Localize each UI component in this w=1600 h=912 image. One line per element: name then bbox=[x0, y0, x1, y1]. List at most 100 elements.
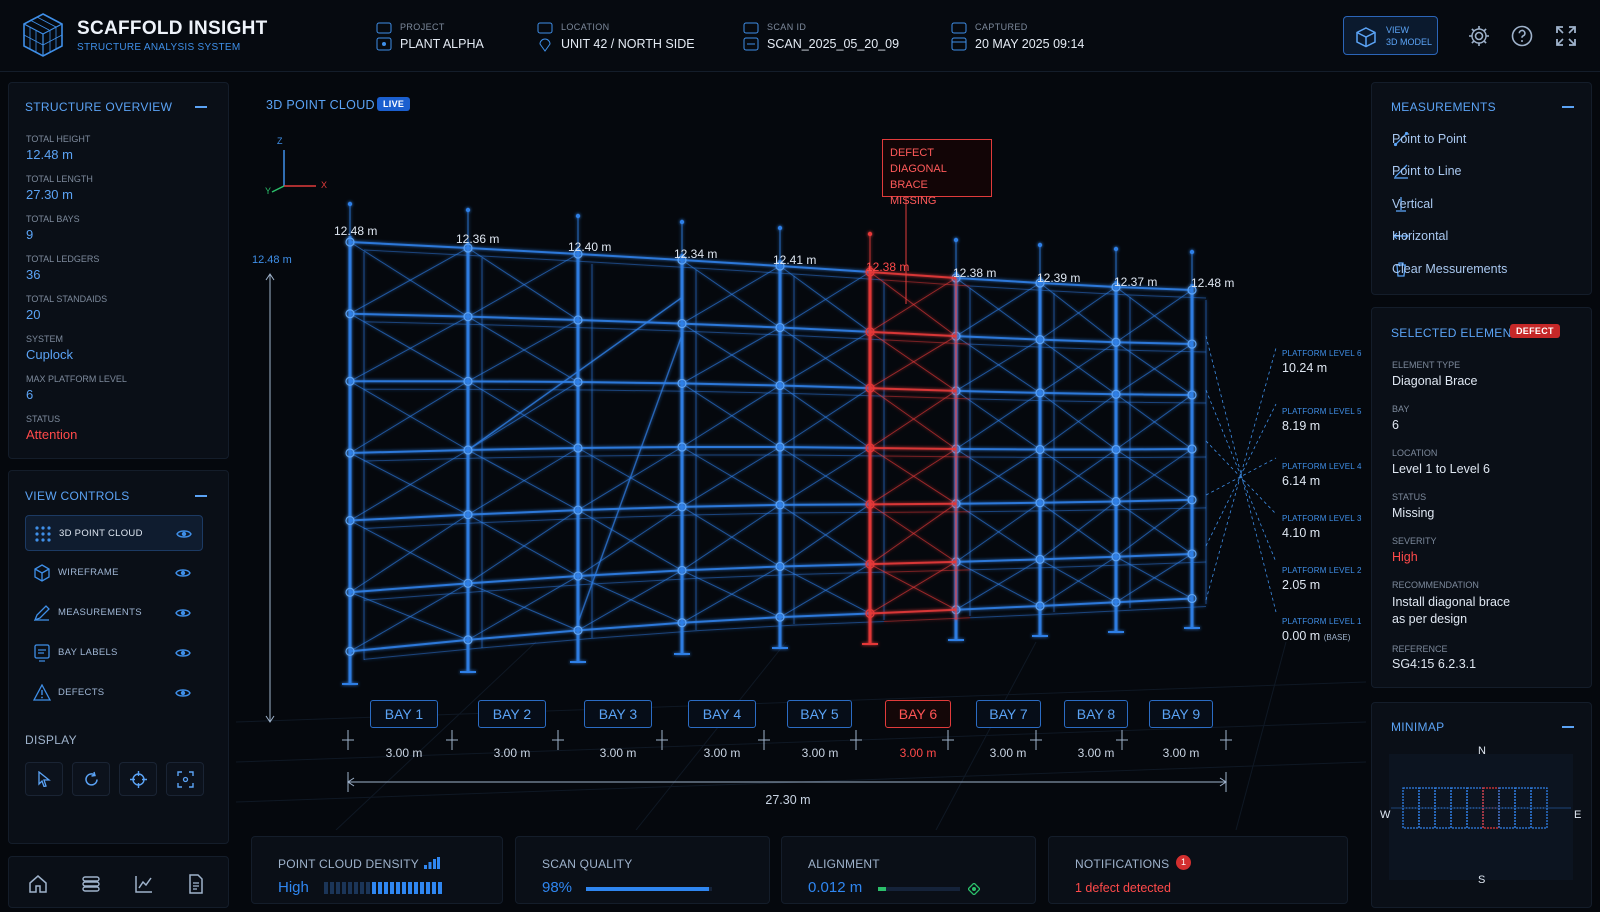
analytics-chart-icon[interactable] bbox=[133, 873, 155, 895]
density-segment bbox=[372, 882, 376, 894]
back-ledger bbox=[591, 389, 697, 392]
measure-point-to-point[interactable]: Point to Point bbox=[1392, 132, 1467, 146]
fit-view-button[interactable] bbox=[166, 762, 204, 796]
bay-5-label[interactable]: BAY 5 bbox=[787, 700, 852, 728]
viewport-title: 3D POINT CLOUD bbox=[266, 98, 375, 112]
toggle-point-cloud[interactable]: 3D POINT CLOUD bbox=[25, 515, 203, 551]
alignment-track bbox=[878, 887, 960, 891]
bay-8-label[interactable]: BAY 8 bbox=[1064, 700, 1128, 728]
total-height-label: TOTAL HEIGHT bbox=[26, 134, 91, 144]
diagonal-brace bbox=[869, 277, 957, 333]
back-ledger bbox=[695, 267, 795, 275]
ledger bbox=[681, 382, 781, 387]
bay-4-label[interactable]: BAY 4 bbox=[688, 700, 756, 728]
platform-level-5-label: PLATFORM LEVEL 5 bbox=[1282, 407, 1362, 416]
platform-level-4-value: 6.14 m bbox=[1282, 474, 1321, 488]
help-icon[interactable] bbox=[1510, 24, 1534, 48]
density-segment bbox=[390, 882, 394, 894]
fullscreen-icon[interactable] bbox=[1554, 24, 1578, 48]
bay-7-label[interactable]: BAY 7 bbox=[976, 700, 1041, 728]
back-ledger bbox=[695, 390, 795, 394]
select-tool-button[interactable] bbox=[25, 762, 63, 796]
target-tool-button[interactable] bbox=[119, 762, 157, 796]
bay-1-label[interactable]: BAY 1 bbox=[370, 700, 438, 728]
minimap-canvas[interactable] bbox=[1389, 754, 1573, 880]
report-document-icon[interactable] bbox=[185, 873, 207, 895]
diagonal-brace bbox=[349, 452, 469, 516]
density-segment bbox=[342, 882, 346, 894]
viewport-3d[interactable]: 3D POINT CLOUD LIVE Z X Y 12.48 m DEFECT… bbox=[236, 82, 1366, 830]
cup-node bbox=[677, 255, 687, 265]
diagonal-brace bbox=[467, 319, 579, 382]
notifications-card[interactable]: NOTIFICATIONS 1 1 defect detected bbox=[1048, 836, 1348, 904]
platform-level-6-label: PLATFORM LEVEL 6 bbox=[1282, 349, 1362, 358]
collapse-measurements-icon[interactable] bbox=[1562, 106, 1574, 108]
eye-icon[interactable] bbox=[175, 686, 191, 700]
settings-gear-icon[interactable] bbox=[1467, 24, 1491, 48]
toggle-bay-labels[interactable]: BAY LABELS bbox=[25, 635, 203, 671]
collapse-minimap-icon[interactable] bbox=[1562, 726, 1574, 728]
density-segment bbox=[348, 882, 352, 894]
arrow-down-icon bbox=[265, 715, 275, 723]
cup-node bbox=[463, 510, 473, 520]
measure-horizontal[interactable]: Horizontal bbox=[1392, 229, 1449, 243]
ruler-pencil-icon bbox=[33, 605, 50, 622]
cup-node bbox=[573, 443, 583, 453]
bay-6-label-defect[interactable]: BAY 6 bbox=[885, 700, 951, 728]
base-note: (BASE) bbox=[1323, 633, 1351, 642]
eye-icon[interactable] bbox=[176, 527, 192, 541]
scaffold-structure bbox=[342, 201, 1207, 685]
rotate-tool-button[interactable] bbox=[72, 762, 110, 796]
diagonal-brace bbox=[1115, 499, 1193, 558]
point-cloud-canvas[interactable] bbox=[236, 82, 1366, 830]
cup-node bbox=[1111, 597, 1121, 607]
home-icon[interactable] bbox=[27, 873, 49, 895]
cup-node bbox=[345, 587, 355, 597]
eye-icon[interactable] bbox=[175, 646, 191, 660]
layers-list-icon[interactable] bbox=[80, 873, 102, 895]
diagonal-brace bbox=[1039, 286, 1117, 341]
bay-3-label[interactable]: BAY 3 bbox=[584, 700, 652, 728]
label-tag-icon bbox=[34, 644, 50, 662]
bay-2-label[interactable]: BAY 2 bbox=[478, 700, 546, 728]
cup-node bbox=[463, 635, 473, 645]
density-segment bbox=[432, 882, 436, 894]
platform-level-1-label: PLATFORM LEVEL 1 bbox=[1282, 617, 1362, 626]
scan-label: SCAN ID bbox=[767, 22, 807, 32]
bay-width-label: 3.00 m bbox=[801, 746, 839, 760]
toggle-measurements[interactable]: MEASUREMENTS bbox=[25, 595, 203, 631]
top-bar: SCAFFOLD INSIGHT STRUCTURE ANALYSIS SYST… bbox=[0, 0, 1600, 72]
view-3d-model-button[interactable]: VIEW 3D MODEL bbox=[1343, 16, 1438, 55]
collapse-overview-icon[interactable] bbox=[195, 106, 207, 108]
collapse-view-controls-icon[interactable] bbox=[195, 495, 207, 497]
toggle-defects[interactable]: DEFECTS bbox=[25, 675, 203, 711]
eye-icon[interactable] bbox=[175, 566, 191, 580]
diagonal-brace bbox=[779, 563, 871, 618]
diagonal-brace bbox=[349, 380, 469, 454]
toggle-wireframe[interactable]: WIREFRAME bbox=[25, 555, 203, 591]
clear-measurements-button[interactable]: Clear Messurements bbox=[1392, 262, 1508, 276]
cup-node bbox=[345, 237, 355, 247]
platform-level-1-value: 0.00 m (BASE) bbox=[1282, 629, 1350, 643]
ledger bbox=[681, 322, 781, 329]
top-marker-dot bbox=[679, 219, 685, 225]
severity-label: SEVERITY bbox=[1392, 536, 1437, 546]
diagonal-brace bbox=[955, 339, 1041, 392]
defect-callout[interactable]: DEFECT DIAGONAL BRACE MISSING bbox=[882, 139, 992, 207]
cup-node bbox=[865, 499, 875, 509]
back-ledger bbox=[481, 583, 593, 592]
measure-vertical[interactable]: Vertical bbox=[1392, 197, 1433, 211]
app-title: SCAFFOLD INSIGHT bbox=[77, 18, 268, 39]
ledger bbox=[955, 605, 1041, 611]
bay-9-label[interactable]: BAY 9 bbox=[1149, 700, 1213, 728]
cup-node bbox=[1035, 444, 1045, 455]
alignment-value: 0.012 m bbox=[808, 879, 863, 896]
density-segment bbox=[354, 882, 358, 894]
density-segment bbox=[408, 882, 412, 894]
eye-icon[interactable] bbox=[175, 606, 191, 620]
diagonal-brace bbox=[955, 558, 1041, 611]
ledger bbox=[1039, 282, 1117, 288]
measure-point-to-line[interactable]: Point to Line bbox=[1392, 164, 1462, 178]
cup-node bbox=[677, 378, 687, 389]
diagonal-brace bbox=[349, 247, 469, 315]
